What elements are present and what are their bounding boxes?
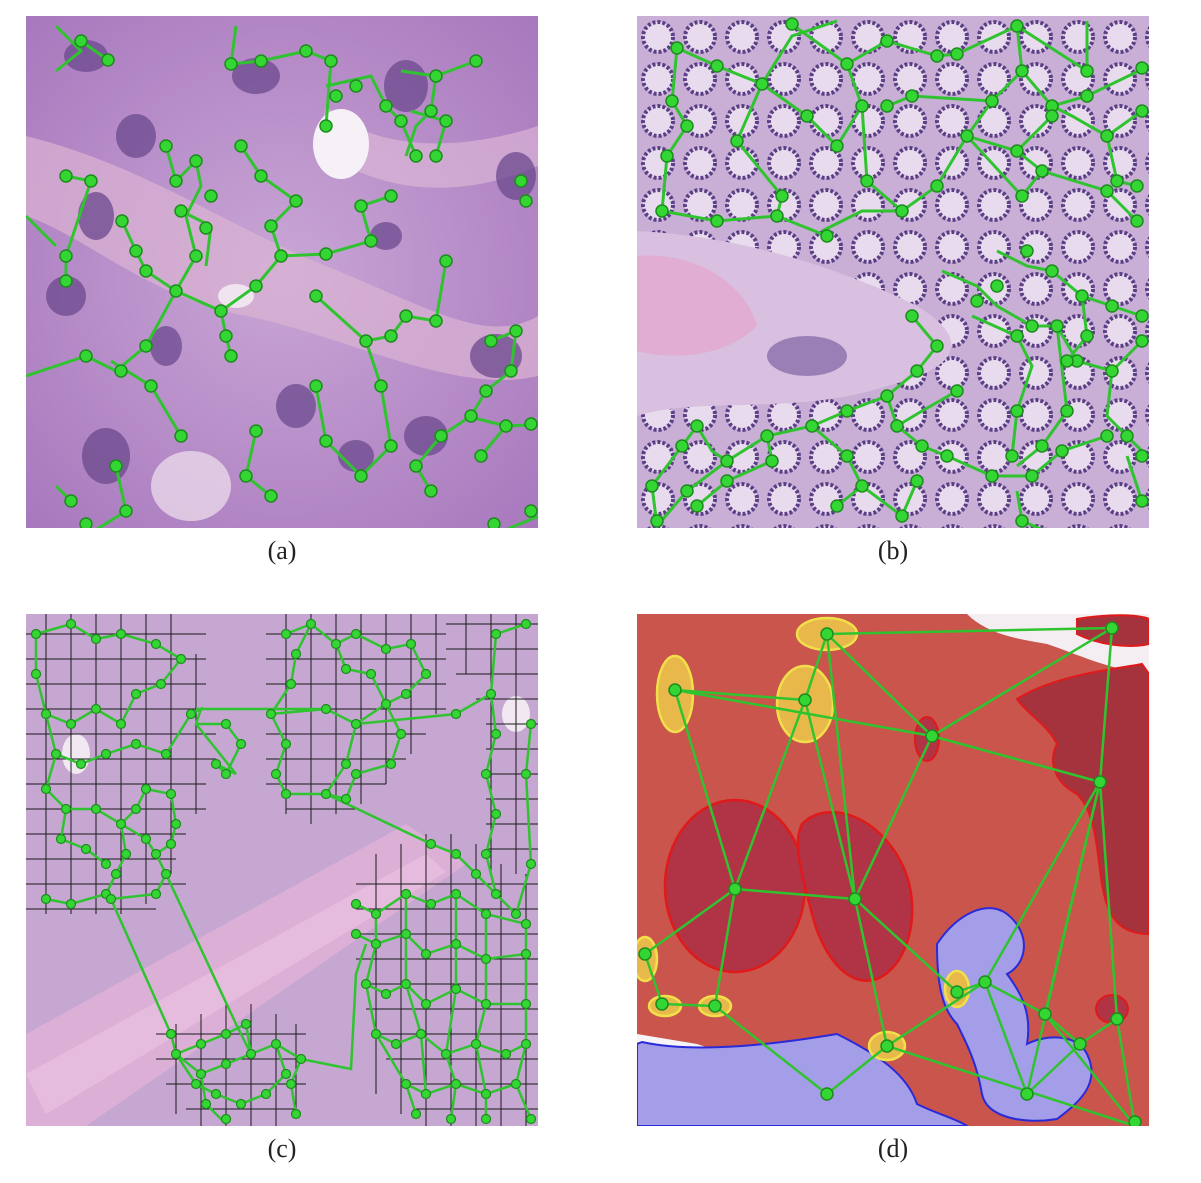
lymphocyte-cluster — [767, 336, 847, 376]
panel-a-svg — [26, 16, 538, 528]
graph-nodes — [638, 621, 1142, 1126]
muscle-band — [637, 255, 757, 356]
lumen — [313, 109, 369, 179]
graph-nodes — [30, 618, 537, 1125]
caption-a: (a) — [267, 536, 297, 565]
panel-c-patch-graph-image — [26, 614, 538, 1126]
caption-d: (d) — [877, 1134, 909, 1163]
lumen — [151, 451, 231, 521]
stroma-streak — [316, 106, 538, 188]
panel-c-svg — [26, 614, 538, 1126]
panel-d-svg — [637, 614, 1149, 1126]
panel-b-gland-graph-image — [637, 16, 1149, 528]
lumen — [218, 284, 254, 308]
graph-edges — [643, 626, 1137, 1126]
caption-c: (c) — [267, 1134, 297, 1163]
patch-grid — [26, 614, 538, 1126]
panel-a-cell-graph-image — [26, 16, 538, 528]
graph-nodes — [59, 34, 538, 528]
caption-b: (b) — [877, 536, 909, 565]
panel-b-svg — [637, 16, 1149, 528]
fat-region — [935, 907, 1093, 1122]
tumor-region — [1015, 662, 1149, 936]
lumen — [62, 734, 90, 774]
panel-d-tissue-graph-image — [637, 614, 1149, 1126]
muscle-fiber — [26, 854, 446, 1114]
graph-nodes — [645, 17, 1149, 528]
